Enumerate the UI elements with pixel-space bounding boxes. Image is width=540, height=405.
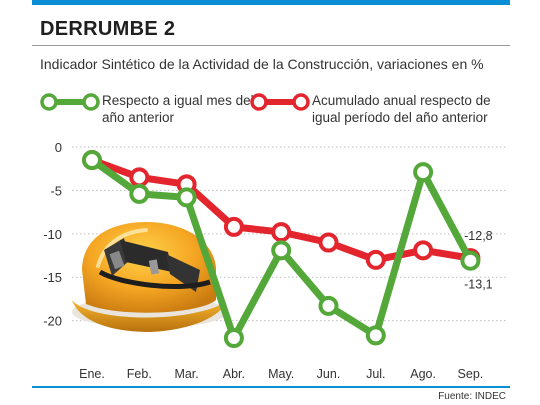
- data-point: [223, 328, 244, 348]
- data-label: -13,1: [464, 278, 493, 292]
- x-tick-label: May.: [268, 367, 294, 381]
- legend-marker-cumulative: [250, 93, 310, 111]
- legend-marker-monthly: [40, 93, 100, 111]
- data-point: [413, 162, 434, 183]
- data-point: [82, 150, 102, 171]
- data-label: -12,8: [464, 229, 493, 243]
- series-lines: [82, 150, 481, 348]
- source-note: Fuente: INDEC: [438, 391, 506, 402]
- legend-item-monthly: Respecto a igual mes del año anterior: [40, 92, 270, 132]
- chart-subtitle: Indicador Sintético de la Actividad de l…: [40, 56, 484, 72]
- top-accent-rule: [32, 0, 510, 5]
- hard-hat-icon: [72, 222, 228, 332]
- x-tick-label: Jul.: [366, 367, 385, 381]
- data-point: [223, 216, 244, 237]
- y-tick-label: -5: [50, 183, 62, 198]
- y-tick-label: 0: [55, 140, 62, 155]
- y-tick-label: -15: [43, 270, 62, 285]
- x-tick-label: Ago.: [410, 367, 436, 381]
- y-tick-label: -20: [43, 314, 62, 329]
- x-axis-ticks: Ene. Feb. Mar. Abr. May. Jun. Jul. Ago. Sep.: [79, 367, 483, 381]
- data-point: [318, 232, 339, 253]
- data-point: [271, 222, 292, 243]
- data-point: [365, 325, 386, 346]
- legend-item-cumulative: Acumulado anual respecto de igual períod…: [250, 92, 510, 132]
- series-monthly: [82, 150, 481, 348]
- chart-title: DERRUMBE 2: [40, 18, 176, 40]
- data-point: [318, 295, 339, 316]
- y-axis-ticks: 0 -5 -10 -15 -20: [43, 140, 62, 329]
- x-tick-label: Jun.: [317, 367, 341, 381]
- x-tick-label: Ene.: [79, 367, 105, 381]
- data-point: [129, 167, 150, 188]
- x-tick-label: Sep.: [458, 367, 484, 381]
- x-tick-label: Mar.: [174, 367, 198, 381]
- legend-label-cumulative: Acumulado anual respecto de igual períod…: [312, 93, 491, 125]
- data-annotations: -12,8 -13,1: [464, 229, 493, 292]
- title-divider: [32, 45, 510, 46]
- data-point: [271, 240, 292, 261]
- bottom-accent-rule: [32, 386, 510, 388]
- y-tick-label: -10: [43, 227, 62, 242]
- data-point: [176, 187, 197, 208]
- data-point: [460, 250, 481, 271]
- x-tick-label: Feb.: [127, 367, 152, 381]
- data-point: [365, 249, 386, 270]
- x-tick-label: Abr.: [223, 367, 245, 381]
- data-point: [413, 240, 434, 261]
- data-point: [129, 183, 150, 204]
- legend-label-monthly: Respecto a igual mes del año anterior: [102, 93, 254, 125]
